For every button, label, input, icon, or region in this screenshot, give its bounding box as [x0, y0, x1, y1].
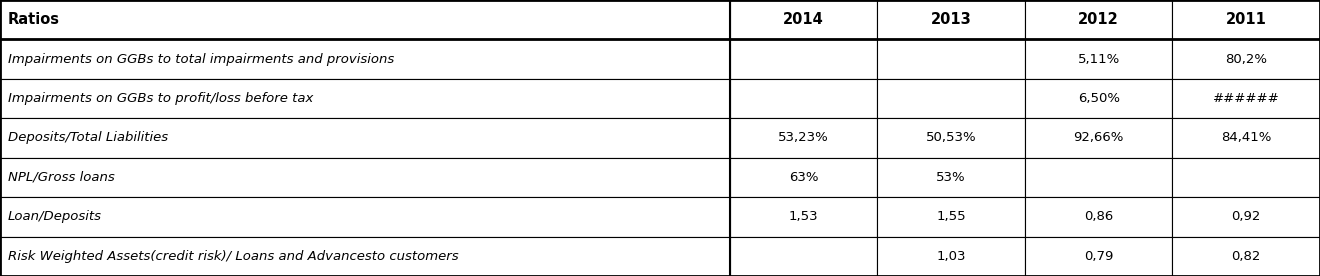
Bar: [730, 0, 878, 39]
Text: 0,82: 0,82: [1232, 250, 1261, 263]
Bar: [1024, 0, 1172, 39]
Text: 53%: 53%: [936, 171, 966, 184]
Text: 63%: 63%: [789, 171, 818, 184]
Text: 80,2%: 80,2%: [1225, 53, 1267, 66]
Bar: [1024, 39, 1172, 79]
Text: 1,53: 1,53: [789, 210, 818, 223]
Bar: [0, 237, 730, 276]
Bar: [878, 237, 1024, 276]
Bar: [878, 0, 1024, 39]
Text: 2012: 2012: [1078, 12, 1119, 27]
Bar: [1172, 79, 1320, 118]
Bar: [0, 79, 730, 118]
Text: 92,66%: 92,66%: [1073, 131, 1123, 145]
Text: 2013: 2013: [931, 12, 972, 27]
Bar: [1024, 79, 1172, 118]
Text: 50,53%: 50,53%: [925, 131, 977, 145]
Bar: [1024, 197, 1172, 237]
Bar: [1172, 197, 1320, 237]
Bar: [730, 158, 878, 197]
Bar: [730, 39, 878, 79]
Bar: [0, 118, 730, 158]
Text: Impairments on GGBs to total impairments and provisions: Impairments on GGBs to total impairments…: [8, 53, 395, 66]
Bar: [0, 197, 730, 237]
Bar: [1172, 0, 1320, 39]
Text: Loan/Deposits: Loan/Deposits: [8, 210, 102, 223]
Bar: [1024, 237, 1172, 276]
Text: 6,50%: 6,50%: [1077, 92, 1119, 105]
Bar: [730, 79, 878, 118]
Text: 0,92: 0,92: [1232, 210, 1261, 223]
Bar: [1024, 158, 1172, 197]
Text: Impairments on GGBs to profit/loss before tax: Impairments on GGBs to profit/loss befor…: [8, 92, 313, 105]
Bar: [0, 39, 730, 79]
Text: 2014: 2014: [783, 12, 824, 27]
Text: 1,03: 1,03: [936, 250, 966, 263]
Text: 1,55: 1,55: [936, 210, 966, 223]
Text: 5,11%: 5,11%: [1077, 53, 1119, 66]
Bar: [730, 237, 878, 276]
Bar: [878, 197, 1024, 237]
Bar: [1172, 39, 1320, 79]
Bar: [1172, 237, 1320, 276]
Text: Risk Weighted Assets(credit risk)/ Loans and Advancesto customers: Risk Weighted Assets(credit risk)/ Loans…: [8, 250, 458, 263]
Bar: [0, 158, 730, 197]
Bar: [0, 0, 730, 39]
Text: 84,41%: 84,41%: [1221, 131, 1271, 145]
Text: 53,23%: 53,23%: [779, 131, 829, 145]
Bar: [1172, 118, 1320, 158]
Text: Deposits/Total Liabilities: Deposits/Total Liabilities: [8, 131, 168, 145]
Bar: [878, 79, 1024, 118]
Bar: [1024, 118, 1172, 158]
Text: 0,79: 0,79: [1084, 250, 1113, 263]
Bar: [878, 158, 1024, 197]
Text: 0,86: 0,86: [1084, 210, 1113, 223]
Bar: [878, 118, 1024, 158]
Bar: [730, 118, 878, 158]
Text: NPL/Gross loans: NPL/Gross loans: [8, 171, 115, 184]
Bar: [1172, 158, 1320, 197]
Bar: [730, 197, 878, 237]
Text: Ratios: Ratios: [8, 12, 59, 27]
Text: 2011: 2011: [1226, 12, 1267, 27]
Text: ######: ######: [1213, 92, 1279, 105]
Bar: [878, 39, 1024, 79]
